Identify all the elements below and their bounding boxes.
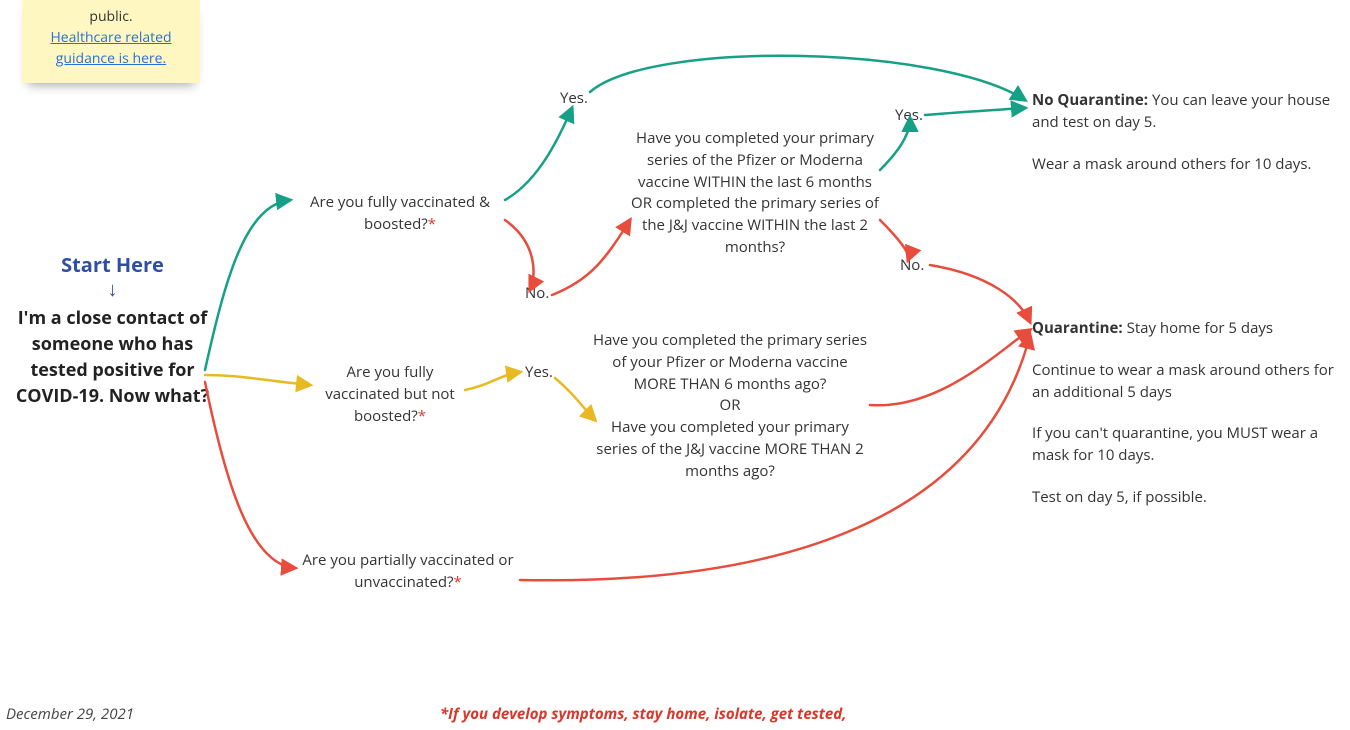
edge-morethan-to-q [870,330,1030,405]
start-block: Start Here ↓ I'm a close contact of some… [15,250,210,409]
result-q-body4: Test on day 5, if possible. [1032,487,1337,509]
q-partial: Are you partially vaccinated or unvaccin… [298,550,518,594]
edge-boosted-yes [505,108,572,200]
result-noq-body2: Wear a mask around others for 10 days. [1032,154,1332,176]
date-label: December 29, 2021 [6,704,134,724]
asterisk-icon: * [454,572,462,592]
edge-start-to-partial [205,382,295,568]
q-partial-text: Are you partially vaccinated or unvaccin… [302,550,513,592]
q-vacc-not-boosted-text: Are you fully vaccinated but not boosted… [325,362,455,426]
result-q-body1: Stay home for 5 days [1127,318,1274,338]
edge-start-to-vacc [205,375,310,385]
q-vacc-not-boosted: Are you fully vaccinated but not boosted… [315,362,465,427]
edge-within-no [880,220,908,260]
start-question: I'm a close contact of someone who has t… [15,305,210,409]
q-boosted: Are you fully vaccinated & boosted?* [295,192,505,236]
q-within: Have you completed your primary series o… [630,128,880,259]
q-morethan: Have you completed the primary series of… [590,330,870,482]
label-no-right: No. [900,255,924,277]
q-boosted-text: Are you fully vaccinated & boosted? [310,192,490,234]
result-q-body3: If you can't quarantine, you MUST wear a… [1032,423,1337,467]
edge-vacc-yes-arrow [465,372,520,390]
asterisk-icon: * [418,406,426,426]
edge-vacc-yes-down [555,378,595,420]
asterisk-icon: * [428,214,436,234]
sticky-link[interactable]: Healthcare related guidance is here. [50,28,171,68]
edge-start-to-boosted [205,200,290,370]
edge-no-to-within [552,220,630,295]
label-no-mid: No. [525,283,549,305]
edge-boosted-no [505,220,534,290]
sticky-note: public. Healthcare related guidance is h… [22,0,200,83]
label-yes-right: Yes. [895,105,923,127]
edge-noright-to-q [930,265,1030,322]
result-q-body2: Continue to wear a mask around others fo… [1032,360,1337,404]
edge-yesright-to-noq [925,108,1025,115]
label-yes-mid: Yes. [525,362,553,384]
edge-yes-top-to-noq [590,56,1025,100]
result-q-title: Quarantine: [1032,318,1123,338]
result-quarantine: Quarantine: Stay home for 5 days Continu… [1032,318,1337,509]
down-arrow-icon: ↓ [15,279,210,299]
result-noq-title: No Quarantine: [1032,90,1148,110]
label-yes-top: Yes. [560,88,588,110]
sticky-top-text: public. [26,6,196,27]
q-morethan-b: Have you completed your primary series o… [590,417,870,482]
result-no-quarantine: No Quarantine: You can leave your house … [1032,90,1332,175]
q-morethan-or: OR [590,395,870,417]
q-morethan-a: Have you completed the primary series of… [590,330,870,395]
footnote: *If you develop symptoms, stay home, iso… [440,704,846,724]
